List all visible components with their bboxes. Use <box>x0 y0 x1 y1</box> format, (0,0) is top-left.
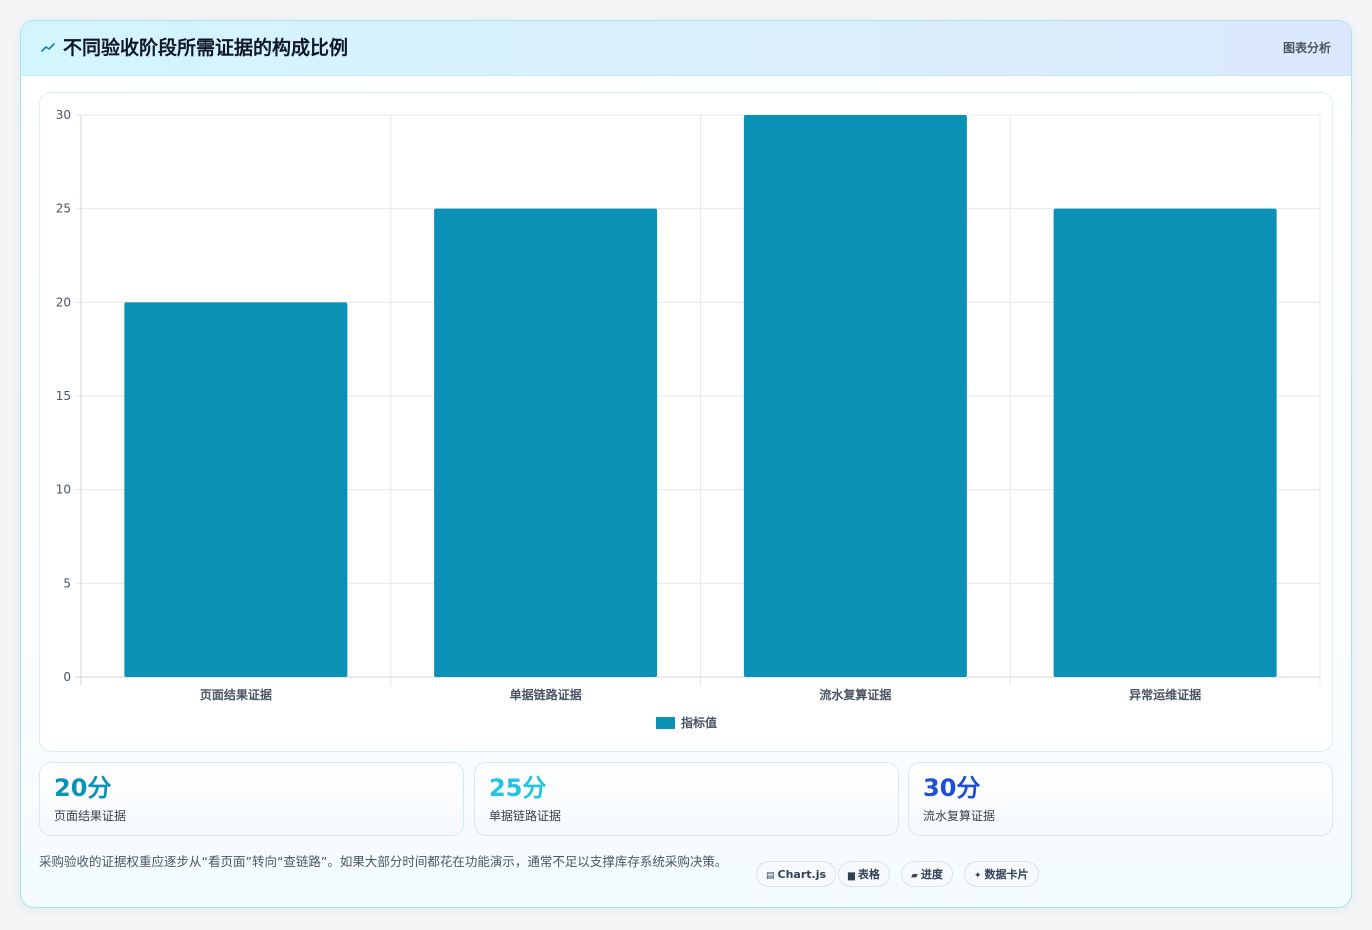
y-tick-label: 15 <box>56 389 71 403</box>
tag-data-cards[interactable]: ✦ 数据卡片 <box>964 861 1039 887</box>
tag-label: 表格 <box>857 868 880 881</box>
tag-label: 数据卡片 <box>984 868 1029 881</box>
legend-swatch <box>656 717 675 729</box>
stat-label: 流水复算证据 <box>923 809 996 823</box>
chart-icon: ▤ <box>766 871 775 881</box>
y-tick-label: 20 <box>56 295 71 309</box>
stat-label: 页面结果证据 <box>54 809 127 823</box>
sparkle-icon: ✦ <box>974 871 982 881</box>
stat-value: 30分 <box>923 774 981 802</box>
chart-panel: 0 5 10 15 20 25 30 页面结果证据 单据链路证据 流水复算证据 异常运维证据指标值 <box>39 92 1333 752</box>
tag-label: Chart.js <box>777 868 827 881</box>
bar <box>1053 208 1277 677</box>
y-tick-label: 10 <box>56 483 71 497</box>
y-tick-label: 25 <box>56 202 71 216</box>
x-tick-label: 页面结果证据 <box>200 687 272 702</box>
y-tick-label: 0 <box>63 670 71 684</box>
bar <box>743 115 967 677</box>
summary-text: 采购验收的证据权重应逐步从“看页面”转向“查链路”。如果大部分时间都花在功能演示… <box>39 854 728 869</box>
stat-value: 20分 <box>54 774 112 802</box>
table-icon: ▆ <box>848 871 855 881</box>
x-tick-label: 异常运维证据 <box>1129 687 1201 702</box>
tag-label: 进度 <box>920 868 943 881</box>
x-tick-label: 单据链路证据 <box>510 687 582 702</box>
chart-card: 不同验收阶段所需证据的构成比例 图表分析 0 5 10 15 20 25 30 页面结果证据单… <box>20 20 1352 908</box>
chart-analysis-link[interactable]: 图表分析 <box>1282 41 1331 55</box>
stat-label: 单据链路证据 <box>489 809 562 823</box>
stat-card: 25分 单据链路证据 <box>474 762 899 836</box>
tag-chartjs[interactable]: ▤ Chart.js <box>756 861 837 887</box>
stats-row: 20分 页面结果证据 25分 单据链路证据 30分 流水复算证据 <box>39 762 1333 836</box>
bar <box>124 302 348 677</box>
tag-table[interactable]: ▆ 表格 <box>838 861 890 887</box>
stat-card: 30分 流水复算证据 <box>908 762 1333 836</box>
page-title: 不同验收阶段所需证据的构成比例 <box>63 37 349 59</box>
legend-label: 指标值 <box>681 715 717 730</box>
progress-icon: ▰ <box>911 871 918 881</box>
x-tick-label: 流水复算证据 <box>819 687 891 702</box>
line-chart-icon <box>41 38 57 58</box>
stat-value: 25分 <box>489 774 547 802</box>
tag-progress[interactable]: ▰ 进度 <box>901 861 953 887</box>
y-tick-label: 30 <box>56 108 71 122</box>
bar <box>434 208 658 677</box>
stat-card: 20分 页面结果证据 <box>39 762 464 836</box>
card-header: 不同验收阶段所需证据的构成比例 图表分析 <box>21 21 1351 76</box>
y-tick-label: 5 <box>63 576 71 590</box>
